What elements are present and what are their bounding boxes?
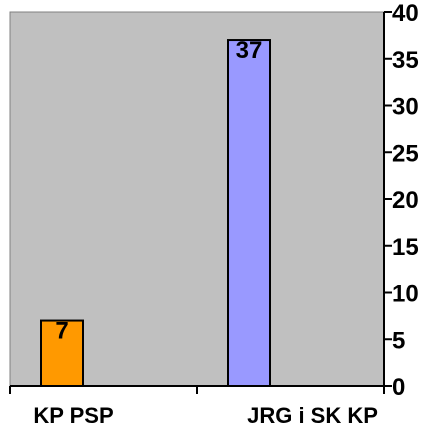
y-tick-label: 5 [392, 327, 405, 354]
y-tick-label: 10 [392, 281, 419, 308]
bars [40, 39, 271, 388]
y-tick-label: 30 [392, 94, 419, 121]
labels: 7 KP PSP 37 JRG i SK KP 0 5 10 15 20 25 30 35 40 [33, 0, 418, 428]
category-label-1: KP PSP [33, 403, 113, 428]
y-tick-label: 15 [392, 234, 419, 261]
bar-2 [227, 39, 271, 388]
y-tick-label: 0 [392, 374, 405, 401]
y-tick-label: 35 [392, 47, 419, 74]
data-label-2: 37 [236, 37, 263, 64]
category-label-2: JRG i SK KP [247, 403, 378, 428]
axes [9, 11, 392, 394]
y-tick-label: 25 [392, 140, 419, 167]
data-label-1: 7 [55, 318, 68, 345]
y-tick-label: 20 [392, 187, 419, 214]
y-tick-label: 40 [392, 0, 419, 27]
